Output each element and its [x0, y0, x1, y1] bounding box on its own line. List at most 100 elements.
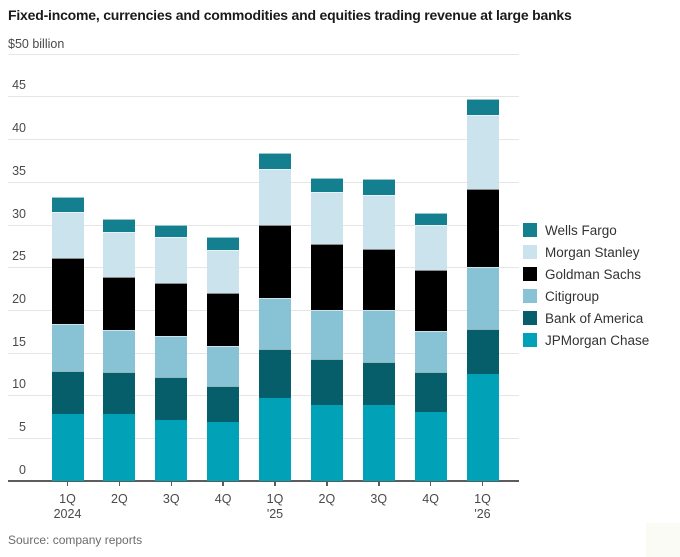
x-axis-label-year: 2024	[53, 507, 82, 521]
gridline	[8, 53, 519, 55]
bar-segment-goldman-sachs	[466, 188, 499, 268]
x-axis-label: 4Q	[399, 492, 463, 507]
legend-label: Bank of America	[545, 310, 644, 326]
bar-3Q	[155, 225, 188, 481]
x-axis-label-quarter: 2Q	[318, 492, 336, 506]
bar-segment-wells-fargo	[155, 225, 188, 238]
x-axis-label: 1Q '26	[451, 492, 515, 522]
bar-segment-wells-fargo	[414, 212, 447, 225]
x-axis-label-quarter: 4Q	[422, 492, 439, 506]
x-axis-label-quarter: 2Q	[111, 492, 128, 506]
x-axis-label-quarter: 1Q	[266, 492, 284, 506]
x-axis-tick	[222, 481, 224, 486]
bar-segment-citigroup	[310, 309, 343, 359]
bar-segment-wells-fargo	[51, 197, 84, 212]
gridline	[8, 139, 519, 141]
x-axis-label-quarter: 1Q	[59, 492, 76, 506]
bar-segment-jpmorgan-chase	[51, 414, 84, 481]
bar-segment-bank-of-america	[466, 328, 499, 374]
x-axis-label: 3Q	[139, 492, 203, 507]
bar-segment-citigroup	[51, 323, 84, 371]
bar-segment-bank-of-america	[259, 349, 291, 398]
x-axis-tick	[378, 481, 380, 486]
x-axis-label-year: '26	[474, 507, 491, 521]
bar-segment-wells-fargo	[362, 179, 395, 195]
bar-segment-jpmorgan-chase	[207, 421, 240, 481]
y-axis-unit-label: $50 billion	[8, 37, 65, 51]
bar-segment-bank-of-america	[414, 372, 447, 412]
source-note: Source: company reports	[8, 533, 143, 547]
bar-segment-bank-of-america	[51, 370, 84, 415]
x-axis-label: 2Q	[295, 492, 359, 507]
bar-segment-jpmorgan-chase	[155, 420, 188, 481]
y-axis-tick-label: 25	[12, 249, 26, 264]
bar-segment-morgan-stanley	[414, 224, 447, 270]
x-axis-label-quarter: 3Q	[370, 492, 388, 506]
bar-segment-goldman-sachs	[103, 276, 136, 331]
x-axis-tick	[170, 481, 172, 486]
legend-label: Morgan Stanley	[545, 244, 640, 260]
legend-label: Citigroup	[545, 288, 600, 304]
legend-item-morgan-stanley: Morgan Stanley	[523, 241, 649, 263]
chart-title: Fixed-income, currencies and commodities…	[8, 7, 572, 23]
bar-segment-goldman-sachs	[362, 249, 395, 310]
x-axis-label-quarter: 3Q	[162, 492, 180, 506]
x-axis-label-year: '25	[266, 507, 284, 521]
bar-segment-bank-of-america	[362, 362, 395, 405]
legend-swatch-icon	[523, 289, 537, 303]
corner-badge	[646, 523, 680, 557]
legend-item-citigroup: Citigroup	[523, 285, 649, 307]
bar-segment-wells-fargo	[466, 98, 499, 116]
bar-segment-morgan-stanley	[310, 192, 343, 245]
y-axis-tick-label: 30	[12, 206, 26, 221]
y-axis-tick-label: 0	[19, 462, 26, 477]
legend-label: JPMorgan Chase	[545, 332, 650, 348]
x-axis-label: 1Q '25	[243, 492, 307, 522]
bar-segment-citigroup	[362, 309, 395, 362]
bar-segment-wells-fargo	[259, 152, 291, 169]
y-axis-tick-label: 20	[12, 291, 26, 306]
x-axis-label: 3Q	[347, 492, 411, 507]
bar-segment-citigroup	[155, 335, 188, 378]
legend-item-bank-of-america: Bank of America	[523, 307, 649, 329]
x-axis-tick	[429, 481, 432, 486]
x-axis-label: 1Q 2024	[36, 492, 100, 522]
x-axis-tick	[118, 481, 121, 486]
bar-1Q-2024	[51, 197, 84, 481]
legend-label: Goldman Sachs	[545, 266, 642, 282]
bar-segment-morgan-stanley	[259, 169, 291, 225]
legend-swatch-icon	[523, 245, 537, 259]
bar-segment-citigroup	[207, 345, 240, 386]
bar-segment-jpmorgan-chase	[259, 397, 291, 481]
bar-4Q	[207, 236, 240, 481]
bar-segment-goldman-sachs	[51, 257, 84, 324]
bar-segment-morgan-stanley	[51, 211, 84, 258]
bar-segment-citigroup	[259, 297, 291, 350]
y-axis-tick-label: 45	[12, 78, 26, 93]
bar-2Q	[310, 178, 343, 481]
y-axis-tick-label: 5	[19, 420, 26, 434]
bar-segment-bank-of-america	[310, 358, 343, 405]
x-axis-tick	[481, 481, 484, 486]
bar-segment-jpmorgan-chase	[103, 414, 136, 481]
bar-segment-wells-fargo	[310, 178, 343, 193]
legend-item-wells-fargo: Wells Fargo	[523, 219, 649, 241]
bar-segment-jpmorgan-chase	[414, 411, 447, 481]
legend-swatch-icon	[523, 223, 537, 237]
legend-label: Wells Fargo	[545, 222, 617, 238]
bar-segment-jpmorgan-chase	[310, 404, 343, 481]
x-axis-label: 4Q	[191, 492, 255, 507]
bar-segment-citigroup	[466, 267, 499, 329]
bar-segment-citigroup	[414, 331, 447, 373]
x-axis-tick	[326, 481, 328, 486]
bar-segment-goldman-sachs	[310, 244, 343, 310]
bar-3Q	[362, 179, 395, 481]
legend: Wells Fargo Morgan Stanley Goldman Sachs Ci…	[523, 219, 649, 351]
x-axis-line	[8, 480, 519, 483]
y-axis-tick-label: 15	[12, 334, 26, 349]
bar-segment-bank-of-america	[207, 385, 240, 422]
bar-segment-citigroup	[103, 330, 136, 373]
x-axis-tick	[274, 481, 276, 486]
legend-item-goldman-sachs: Goldman Sachs	[523, 263, 649, 285]
